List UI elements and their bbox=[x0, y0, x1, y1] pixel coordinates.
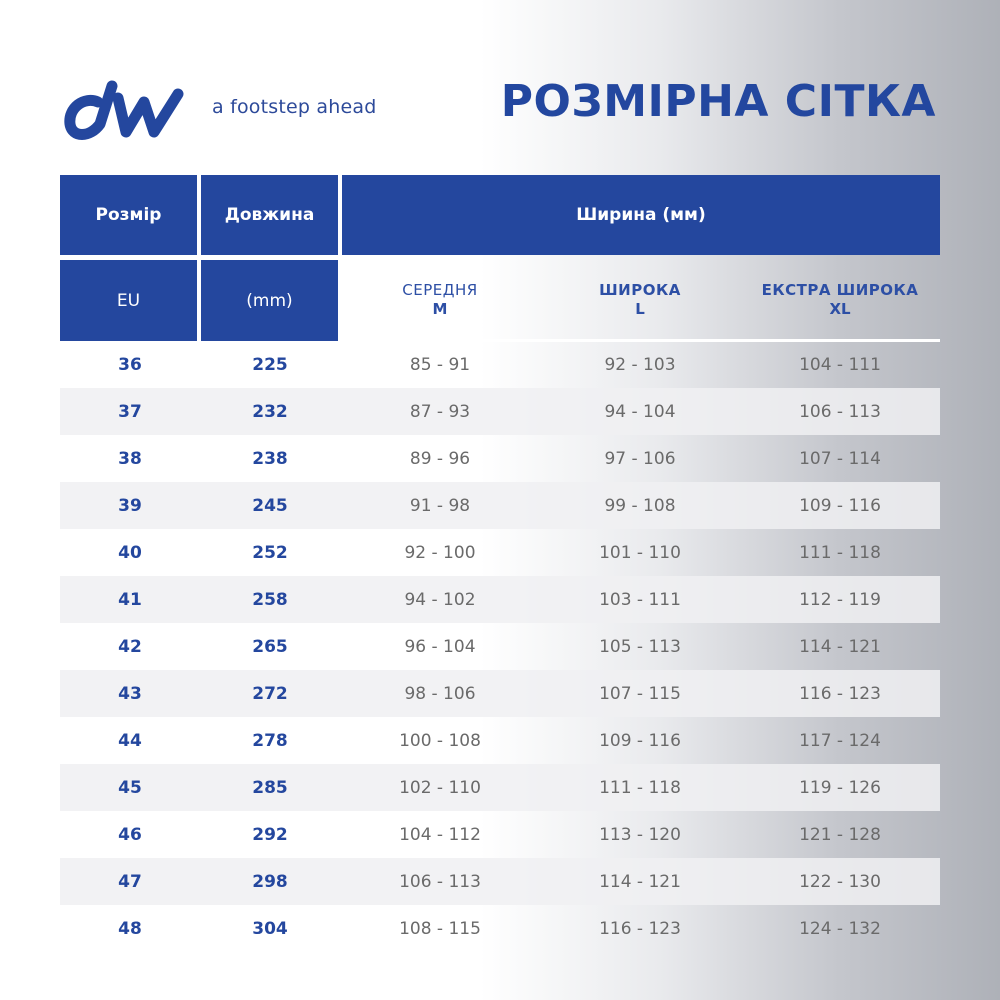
cell-width-m: 102 - 110 bbox=[399, 777, 481, 798]
cell-eu: 48 bbox=[118, 918, 142, 939]
subheader-wide-code: L bbox=[635, 300, 645, 318]
cell-width-m: 85 - 91 bbox=[409, 354, 471, 375]
table-row: 42 265 96 - 104 105 - 113 114 - 121 bbox=[60, 623, 940, 670]
cell-width-l: 116 - 123 bbox=[599, 918, 681, 939]
cell-eu: 45 bbox=[118, 777, 142, 798]
cell-width-l: 97 - 106 bbox=[604, 448, 676, 469]
cell-width-l: 103 - 111 bbox=[599, 589, 681, 610]
header-eu: EU bbox=[60, 260, 197, 341]
cell-eu: 36 bbox=[118, 354, 142, 375]
cell-eu: 40 bbox=[118, 542, 142, 563]
subheader-medium-code: M bbox=[432, 300, 448, 318]
cell-length: 238 bbox=[252, 448, 288, 469]
cell-length: 298 bbox=[252, 871, 288, 892]
table-row: 43 272 98 - 106 107 - 115 116 - 123 bbox=[60, 670, 940, 717]
cell-width-l: 94 - 104 bbox=[604, 401, 676, 422]
cell-width-m: 94 - 102 bbox=[404, 589, 476, 610]
table-row: 47 298 106 - 113 114 - 121 122 - 130 bbox=[60, 858, 940, 905]
cell-width-l: 109 - 116 bbox=[599, 730, 681, 751]
cell-eu: 41 bbox=[118, 589, 142, 610]
tagline: a footstep ahead bbox=[212, 96, 377, 118]
table-row: 38 238 89 - 96 97 - 106 107 - 114 bbox=[60, 435, 940, 482]
cell-width-m: 108 - 115 bbox=[399, 918, 481, 939]
cell-width-xl: 114 - 121 bbox=[799, 636, 881, 657]
header-width: Ширина (мм) bbox=[342, 175, 940, 255]
cell-length: 258 bbox=[252, 589, 288, 610]
table-row: 46 292 104 - 112 113 - 120 121 - 128 bbox=[60, 811, 940, 858]
header-length: Довжина bbox=[201, 175, 338, 255]
table-row: 44 278 100 - 108 109 - 116 117 - 124 bbox=[60, 717, 940, 764]
cell-eu: 38 bbox=[118, 448, 142, 469]
cell-width-m: 91 - 98 bbox=[409, 495, 471, 516]
subheader-medium-label: СЕРЕДНЯ bbox=[402, 281, 478, 299]
cell-width-xl: 107 - 114 bbox=[799, 448, 881, 469]
subheader-extra-wide-code: XL bbox=[829, 300, 851, 318]
cell-width-xl: 116 - 123 bbox=[799, 683, 881, 704]
subheader-wide: ШИРОКА L bbox=[540, 260, 740, 340]
cell-eu: 44 bbox=[118, 730, 142, 751]
cell-length: 225 bbox=[252, 354, 288, 375]
cell-width-xl: 111 - 118 bbox=[799, 542, 881, 563]
cell-length: 285 bbox=[252, 777, 288, 798]
table-row: 41 258 94 - 102 103 - 111 112 - 119 bbox=[60, 576, 940, 623]
cell-length: 232 bbox=[252, 401, 288, 422]
table-row: 37 232 87 - 93 94 - 104 106 - 113 bbox=[60, 388, 940, 435]
cell-length: 304 bbox=[252, 918, 288, 939]
dw-logo bbox=[64, 80, 184, 140]
cell-width-m: 106 - 113 bbox=[399, 871, 481, 892]
cell-width-m: 96 - 104 bbox=[404, 636, 476, 657]
header-mm: (mm) bbox=[201, 260, 338, 341]
cell-width-m: 104 - 112 bbox=[399, 824, 481, 845]
cell-length: 272 bbox=[252, 683, 288, 704]
cell-width-xl: 117 - 124 bbox=[799, 730, 881, 751]
cell-length: 278 bbox=[252, 730, 288, 751]
subheader-divider bbox=[342, 339, 940, 342]
table-row: 45 285 102 - 110 111 - 118 119 - 126 bbox=[60, 764, 940, 811]
cell-eu: 46 bbox=[118, 824, 142, 845]
table-row: 39 245 91 - 98 99 - 108 109 - 116 bbox=[60, 482, 940, 529]
cell-width-xl: 121 - 128 bbox=[799, 824, 881, 845]
cell-length: 265 bbox=[252, 636, 288, 657]
cell-eu: 47 bbox=[118, 871, 142, 892]
cell-width-xl: 124 - 132 bbox=[799, 918, 881, 939]
cell-width-xl: 104 - 111 bbox=[799, 354, 881, 375]
cell-width-m: 92 - 100 bbox=[404, 542, 476, 563]
cell-width-l: 99 - 108 bbox=[604, 495, 676, 516]
subheader-medium: СЕРЕДНЯ M bbox=[340, 260, 540, 340]
size-table-body: 36 225 85 - 91 92 - 103 104 - 111 37 232… bbox=[60, 341, 940, 952]
cell-width-xl: 112 - 119 bbox=[799, 589, 881, 610]
table-row: 48 304 108 - 115 116 - 123 124 - 132 bbox=[60, 905, 940, 952]
cell-width-l: 107 - 115 bbox=[599, 683, 681, 704]
cell-width-l: 114 - 121 bbox=[599, 871, 681, 892]
cell-length: 245 bbox=[252, 495, 288, 516]
table-row: 40 252 92 - 100 101 - 110 111 - 118 bbox=[60, 529, 940, 576]
page-title: РОЗМІРНА СІТКА bbox=[500, 76, 936, 127]
subheader-wide-label: ШИРОКА bbox=[599, 281, 681, 299]
cell-width-l: 92 - 103 bbox=[604, 354, 676, 375]
cell-length: 292 bbox=[252, 824, 288, 845]
cell-width-m: 89 - 96 bbox=[409, 448, 471, 469]
cell-width-xl: 106 - 113 bbox=[799, 401, 881, 422]
cell-width-l: 111 - 118 bbox=[599, 777, 681, 798]
cell-width-xl: 109 - 116 bbox=[799, 495, 881, 516]
cell-width-xl: 119 - 126 bbox=[799, 777, 881, 798]
header-size: Розмір bbox=[60, 175, 197, 255]
cell-eu: 42 bbox=[118, 636, 142, 657]
cell-width-m: 100 - 108 bbox=[399, 730, 481, 751]
cell-width-l: 101 - 110 bbox=[599, 542, 681, 563]
cell-length: 252 bbox=[252, 542, 288, 563]
table-row: 36 225 85 - 91 92 - 103 104 - 111 bbox=[60, 341, 940, 388]
cell-width-m: 87 - 93 bbox=[409, 401, 471, 422]
cell-width-m: 98 - 106 bbox=[404, 683, 476, 704]
cell-width-l: 113 - 120 bbox=[599, 824, 681, 845]
cell-eu: 37 bbox=[118, 401, 142, 422]
cell-width-xl: 122 - 130 bbox=[799, 871, 881, 892]
subheader-extra-wide-label: ЕКСТРА ШИРОКА bbox=[761, 281, 919, 299]
cell-eu: 43 bbox=[118, 683, 142, 704]
cell-width-l: 105 - 113 bbox=[599, 636, 681, 657]
cell-eu: 39 bbox=[118, 495, 142, 516]
subheader-extra-wide: ЕКСТРА ШИРОКА XL bbox=[740, 260, 940, 340]
